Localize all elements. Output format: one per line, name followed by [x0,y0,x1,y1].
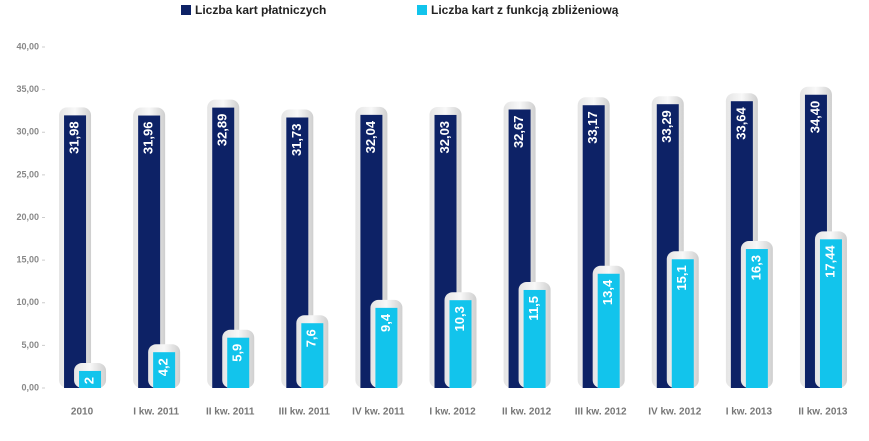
bar [138,115,161,388]
bar [301,323,324,388]
bar [597,273,620,388]
legend-label: Liczba kart płatniczych [195,3,326,17]
y-tick-label: 5,00 [21,340,39,350]
x-tick-label: IV kw. 2011 [352,407,405,418]
bar [79,370,102,388]
data-label: 32,03 [437,121,452,154]
x-tick-label: I kw. 2012 [429,407,476,418]
bar [153,352,176,388]
data-label: 2 [81,377,96,384]
x-tick-label: III kw. 2012 [575,407,627,418]
data-label: 9,4 [378,313,393,332]
x-tick-label: II kw. 2012 [502,407,552,418]
bar [449,300,472,388]
x-tick-label: I kw. 2013 [726,407,773,418]
bar [819,239,842,388]
y-tick-label: 10,00 [16,297,39,307]
bar [212,107,235,389]
data-label: 17,44 [822,245,837,278]
bar [745,249,768,388]
data-label: 33,64 [733,106,748,139]
y-tick-label: 20,00 [16,212,39,222]
data-label: 33,17 [585,111,600,144]
data-label: 31,96 [141,122,156,155]
legend-swatch [417,5,427,15]
data-label: 32,04 [363,120,378,153]
data-label: 16,3 [748,255,763,280]
data-label: 11,5 [526,296,541,321]
data-label: 10,3 [452,306,467,331]
x-tick-label: II kw. 2013 [798,407,848,418]
x-tick-label: IV kw. 2012 [648,407,701,418]
y-tick-label: 25,00 [16,169,39,179]
y-tick-label: 0,00 [21,382,39,392]
y-tick-label: 15,00 [16,255,39,265]
data-label: 15,1 [674,265,689,290]
x-tick-label: III kw. 2011 [279,407,331,418]
data-label: 33,29 [659,110,674,143]
x-tick-label: II kw. 2011 [206,407,255,418]
data-label: 31,98 [66,121,81,154]
x-tick-label: I kw. 2011 [133,407,179,418]
y-tick-label: 40,00 [16,41,39,51]
bar [671,259,694,388]
data-label: 32,67 [511,115,526,148]
data-label: 31,73 [289,124,304,157]
data-label: 13,4 [600,279,615,305]
y-tick-label: 30,00 [16,127,39,137]
data-label: 4,2 [156,358,171,376]
x-tick-label: 2010 [71,407,94,418]
bar [227,337,250,388]
bar [64,115,87,389]
bar [523,289,546,388]
data-label: 32,89 [215,114,230,147]
y-tick-label: 35,00 [16,84,39,94]
data-label: 7,6 [304,329,319,347]
data-label: 34,40 [807,101,822,134]
legend-swatch [181,5,191,15]
data-label: 5,9 [230,344,245,362]
legend-label: Liczba kart z funkcją zbliżeniową [431,3,619,17]
bar [375,307,398,388]
